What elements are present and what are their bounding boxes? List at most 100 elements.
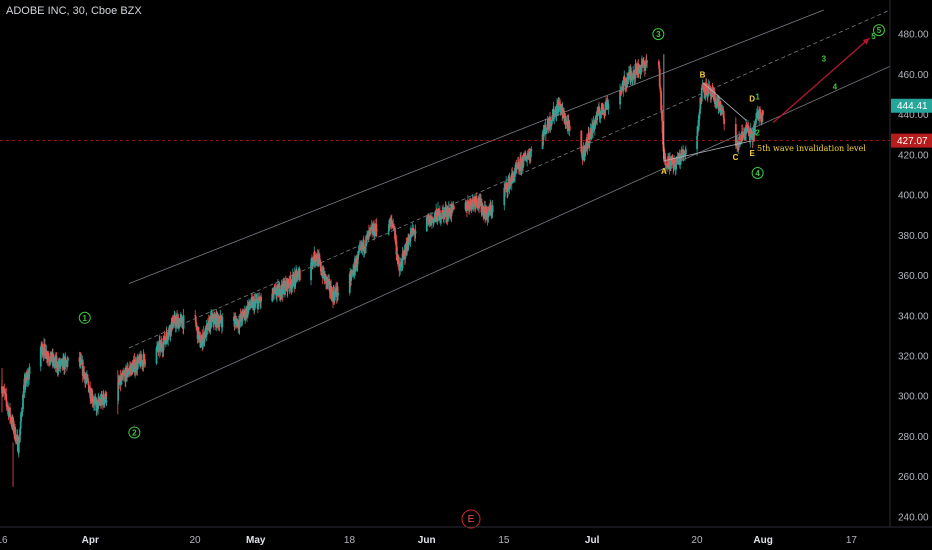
- candle-body: [675, 163, 677, 170]
- current-price-label: 444.41: [897, 101, 928, 112]
- candle-body: [296, 270, 298, 275]
- candle-body: [234, 318, 237, 322]
- candle-body: [660, 110, 663, 111]
- candle-body: [292, 274, 295, 286]
- candle-body: [410, 230, 413, 237]
- candle-body: [24, 377, 27, 387]
- candle-body: [505, 182, 508, 186]
- candle-body: [603, 112, 606, 114]
- candle-body: [128, 371, 130, 374]
- candle-body: [131, 363, 134, 366]
- candle-body: [389, 219, 392, 228]
- candle-body: [706, 94, 709, 96]
- candle-body: [637, 73, 640, 74]
- candle-body: [759, 108, 761, 118]
- candle-body: [248, 301, 251, 307]
- candle-body: [698, 108, 701, 114]
- candle-body: [331, 290, 333, 300]
- candle-body: [375, 230, 378, 232]
- candle-body: [439, 219, 442, 221]
- candle-body: [413, 231, 416, 235]
- candle-body: [318, 259, 321, 264]
- candle-body: [721, 108, 724, 110]
- candle-body: [558, 103, 561, 106]
- overlay-layer: 5th wave invalidation level 1 2 3 4 5 A B C D E 1 2 3…: [0, 9, 891, 529]
- candle-body: [435, 209, 438, 214]
- time-tick-label: May: [246, 535, 266, 546]
- candle-body: [86, 375, 89, 379]
- candle-body: [367, 231, 370, 240]
- candle-body: [373, 223, 375, 236]
- candle-body: [235, 321, 238, 327]
- candle-body: [91, 394, 94, 402]
- candle-body: [659, 86, 662, 89]
- candle-body: [452, 204, 455, 207]
- candle-body: [590, 133, 593, 138]
- candle-body: [633, 74, 635, 79]
- candle-body: [251, 299, 254, 301]
- candle-body: [602, 110, 605, 112]
- candle-body: [66, 357, 69, 362]
- candle-body: [556, 104, 558, 109]
- candle-body: [506, 191, 509, 193]
- candle-body: [468, 203, 471, 210]
- candle-body: [19, 421, 22, 429]
- candle-body: [432, 218, 435, 224]
- candle-body: [25, 375, 28, 384]
- candle-body: [273, 288, 276, 295]
- candle-body: [315, 254, 318, 259]
- candle-body: [60, 359, 63, 361]
- candle-body: [356, 254, 359, 265]
- candle-body: [255, 300, 258, 302]
- candle-body: [257, 300, 260, 310]
- time-tick-label: 16: [0, 535, 8, 546]
- candle-body: [711, 89, 713, 98]
- candle-body: [660, 91, 663, 111]
- candle-body: [350, 273, 353, 276]
- candle-body: [174, 315, 177, 324]
- candle-body: [529, 150, 532, 157]
- candle-body: [400, 263, 403, 267]
- candle-body: [124, 367, 127, 383]
- candle-body: [275, 288, 277, 295]
- candle-body: [294, 273, 297, 277]
- candle-body: [387, 230, 390, 232]
- candle-body: [194, 315, 197, 317]
- candle-body: [49, 362, 51, 363]
- candle-body: [143, 359, 146, 365]
- candle-body: [283, 289, 286, 294]
- candle-body: [136, 361, 139, 369]
- candle-body: [289, 275, 291, 288]
- candle-body: [480, 198, 483, 213]
- candle-body: [93, 400, 96, 405]
- candle-body: [66, 361, 69, 367]
- candle-body: [64, 357, 66, 370]
- candle-body: [197, 327, 200, 340]
- candle-body: [593, 123, 596, 129]
- candle-body: [631, 77, 634, 81]
- candle-body: [550, 120, 553, 126]
- candle-body: [597, 107, 600, 116]
- candle-body: [562, 107, 565, 116]
- candle-body: [635, 70, 638, 74]
- candle-body: [630, 72, 633, 77]
- candle-body: [216, 313, 219, 327]
- candle-body: [745, 125, 747, 135]
- candle-body: [546, 129, 549, 131]
- candle-body: [749, 129, 752, 142]
- candle-body: [52, 357, 55, 365]
- candle-body: [489, 205, 492, 208]
- price-tick-label: 260.00: [898, 472, 929, 483]
- candle-body: [41, 343, 44, 355]
- candle-body: [284, 280, 287, 290]
- candle-body: [513, 175, 516, 177]
- candle-body: [450, 215, 452, 217]
- candle-body: [195, 322, 198, 327]
- candle-body: [715, 106, 718, 108]
- candle-body: [290, 281, 292, 288]
- candle-body: [317, 255, 320, 266]
- candle-body: [165, 332, 168, 345]
- candle-body: [667, 156, 670, 167]
- time-tick-label: Aug: [753, 535, 772, 546]
